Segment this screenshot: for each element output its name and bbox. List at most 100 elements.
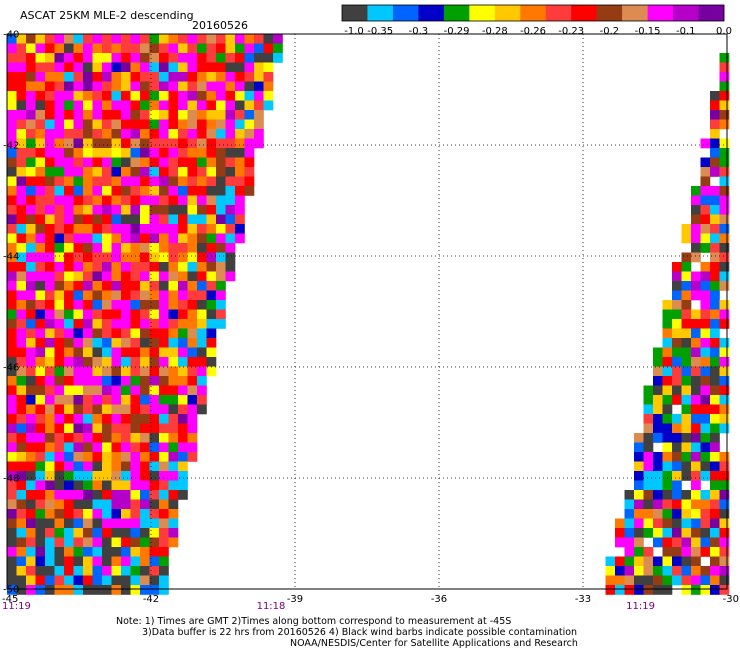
wind-cell [83, 309, 93, 320]
wind-cell [92, 528, 103, 538]
wind-cell [244, 62, 255, 73]
wind-cell [111, 110, 122, 120]
wind-cell [681, 585, 692, 595]
wind-cell [719, 224, 730, 234]
wind-cell [159, 290, 169, 301]
wind-cell [35, 167, 46, 177]
wind-cell [719, 110, 730, 120]
wind-cell [710, 252, 720, 263]
wind-cell [225, 119, 236, 130]
wind-cell [187, 366, 198, 377]
wind-cell [653, 376, 663, 386]
wind-cell [206, 205, 217, 215]
wind-cell [159, 376, 169, 386]
wind-cell [681, 262, 692, 272]
wind-cell [662, 480, 673, 491]
wind-cell [121, 81, 131, 92]
wind-cell [130, 537, 141, 548]
wind-cell [83, 471, 93, 481]
wind-cell [643, 518, 654, 529]
wind-cell [35, 442, 46, 453]
wind-cell [26, 471, 36, 481]
wind-cell [130, 100, 141, 111]
wind-cell [26, 442, 36, 453]
wind-cell [719, 271, 730, 282]
wind-cell [672, 309, 682, 320]
wind-cell [111, 328, 122, 339]
wind-cell [83, 404, 93, 415]
wind-cell [83, 100, 93, 111]
wind-cell [159, 148, 169, 158]
colorbar [341, 4, 725, 22]
wind-cell [64, 300, 74, 310]
wind-cell [83, 138, 93, 149]
wind-cell [73, 62, 84, 73]
wind-cell [168, 100, 179, 111]
wind-cell [73, 499, 84, 510]
wind-cell [26, 575, 36, 586]
wind-cell [187, 309, 198, 320]
wind-cell [64, 148, 74, 158]
wind-cell [64, 357, 74, 367]
wind-cell [130, 309, 141, 320]
wind-cell [634, 480, 644, 491]
wind-cell [102, 528, 112, 538]
colorbar-tick-label: -0.28 [482, 26, 508, 37]
wind-cell [187, 157, 198, 168]
wind-cell [700, 433, 711, 443]
wind-cell [187, 252, 198, 263]
wind-cell [662, 528, 673, 538]
wind-cell [700, 138, 711, 149]
wind-cell [719, 309, 730, 320]
wind-cell [7, 309, 17, 320]
wind-cell [16, 233, 27, 244]
wind-cell [7, 186, 17, 196]
wind-cell [26, 167, 36, 177]
wind-cell [140, 433, 150, 443]
wind-cell [710, 518, 720, 529]
wind-cell [681, 518, 692, 529]
wind-cell [83, 119, 93, 130]
wind-cell [605, 575, 616, 586]
wind-cell [111, 376, 122, 386]
wind-cell [710, 452, 720, 462]
wind-cell [26, 537, 36, 548]
wind-cell [130, 300, 141, 310]
wind-cell [662, 556, 673, 567]
wind-cell [719, 72, 730, 82]
wind-cell [710, 566, 720, 576]
wind-cell [197, 34, 207, 44]
wind-cell [681, 385, 692, 396]
wind-cell [92, 252, 103, 263]
wind-cell [197, 91, 207, 101]
wind-cell [111, 499, 122, 510]
wind-cell [187, 338, 198, 348]
longitude-tick-labels: -45 -42 -39 -36 -33 -30 [2, 594, 739, 605]
wind-cell [700, 290, 711, 301]
wind-cell [16, 338, 27, 348]
wind-cell [168, 176, 179, 187]
wind-cell [121, 575, 131, 586]
wind-cell [662, 347, 673, 358]
wind-cell [710, 167, 720, 177]
wind-cell [140, 176, 150, 187]
wind-cell [45, 366, 55, 377]
wind-cell [187, 376, 198, 386]
wind-cell [92, 452, 103, 462]
wind-cell [263, 91, 274, 101]
wind-cell [54, 309, 65, 320]
wind-cell [45, 423, 55, 434]
wind-cell [235, 233, 245, 244]
wind-cell [130, 480, 141, 491]
latitude-label: -42 [3, 141, 19, 152]
wind-cell [130, 290, 141, 301]
wind-cell [73, 376, 84, 386]
wind-cell [710, 243, 720, 253]
wind-cell [691, 243, 701, 253]
wind-cell [16, 328, 27, 339]
wind-cell [643, 395, 654, 405]
wind-cell [159, 547, 169, 557]
wind-cell [197, 300, 207, 310]
wind-cell [35, 319, 46, 329]
wind-cell [168, 34, 179, 44]
